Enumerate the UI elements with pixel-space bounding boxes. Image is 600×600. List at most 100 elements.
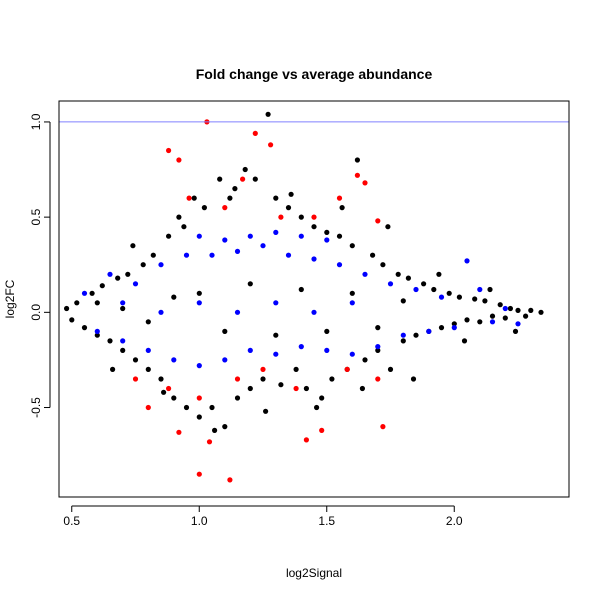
data-point bbox=[201, 205, 207, 211]
data-point bbox=[260, 376, 266, 382]
data-point bbox=[497, 302, 503, 308]
x-tick-label: 0.5 bbox=[63, 514, 80, 528]
data-point bbox=[234, 248, 241, 254]
data-point bbox=[336, 233, 343, 239]
data-point bbox=[298, 344, 304, 350]
data-point bbox=[515, 321, 521, 327]
data-point bbox=[176, 157, 182, 163]
data-point bbox=[293, 366, 299, 372]
data-point bbox=[362, 271, 368, 277]
data-point bbox=[209, 252, 215, 258]
data-point bbox=[268, 142, 274, 148]
data-point bbox=[273, 332, 279, 338]
data-point bbox=[477, 286, 483, 293]
data-point bbox=[482, 298, 488, 304]
chart-title: Fold change vs average abundance bbox=[196, 66, 433, 82]
data-point bbox=[293, 385, 299, 392]
data-point bbox=[410, 376, 417, 382]
data-point bbox=[395, 271, 401, 277]
data-point bbox=[354, 157, 360, 163]
data-point bbox=[380, 424, 386, 430]
data-point bbox=[89, 290, 95, 296]
data-point bbox=[400, 298, 406, 304]
data-point bbox=[222, 205, 228, 211]
data-point bbox=[120, 300, 126, 306]
data-point bbox=[247, 347, 253, 353]
data-point bbox=[438, 325, 445, 331]
data-point bbox=[206, 439, 213, 445]
data-point bbox=[222, 237, 228, 243]
data-point bbox=[413, 286, 419, 293]
data-point bbox=[120, 305, 126, 312]
data-point bbox=[273, 229, 279, 235]
data-point bbox=[247, 281, 253, 287]
data-point bbox=[120, 338, 126, 344]
data-point bbox=[344, 366, 350, 372]
data-point bbox=[209, 404, 215, 411]
data-point bbox=[191, 195, 197, 201]
data-point bbox=[145, 366, 151, 372]
y-tick-label: 0.5 bbox=[29, 208, 43, 225]
data-point bbox=[222, 357, 228, 363]
data-point bbox=[196, 300, 202, 306]
data-point bbox=[436, 271, 442, 277]
data-point bbox=[489, 313, 496, 319]
data-point bbox=[329, 376, 335, 382]
data-point bbox=[288, 191, 294, 197]
data-point bbox=[285, 205, 292, 211]
data-point bbox=[212, 427, 218, 433]
data-point bbox=[150, 252, 156, 258]
data-point bbox=[523, 313, 529, 319]
data-point bbox=[421, 281, 427, 287]
data-point bbox=[252, 176, 258, 182]
data-point bbox=[405, 275, 411, 281]
data-point bbox=[487, 286, 493, 293]
data-point bbox=[512, 328, 519, 334]
data-point bbox=[260, 366, 266, 372]
data-point bbox=[538, 309, 544, 315]
data-point bbox=[273, 351, 279, 357]
data-point bbox=[273, 300, 279, 306]
data-point bbox=[171, 357, 177, 363]
data-point bbox=[375, 344, 381, 350]
data-point bbox=[247, 233, 253, 239]
data-point bbox=[456, 294, 462, 300]
data-point bbox=[183, 252, 190, 258]
data-point bbox=[196, 395, 202, 401]
x-tick-label: 1.0 bbox=[191, 514, 208, 528]
data-point bbox=[298, 286, 304, 293]
data-point bbox=[324, 229, 330, 235]
data-point bbox=[362, 357, 368, 363]
data-point bbox=[303, 385, 309, 392]
data-point bbox=[336, 195, 343, 201]
data-point bbox=[451, 325, 457, 331]
data-point bbox=[298, 233, 304, 239]
data-point bbox=[120, 347, 126, 353]
data-point bbox=[186, 195, 192, 201]
data-point bbox=[324, 347, 330, 353]
data-point bbox=[183, 404, 190, 411]
data-point bbox=[132, 357, 139, 363]
y-axis: -0.5 0.0 0.5 1.0 bbox=[29, 113, 51, 418]
data-point bbox=[196, 233, 202, 239]
data-point bbox=[115, 275, 121, 281]
data-point bbox=[110, 366, 116, 372]
data-point bbox=[489, 319, 496, 325]
data-point bbox=[222, 424, 228, 430]
data-point bbox=[94, 300, 100, 306]
data-point bbox=[161, 389, 167, 395]
data-point bbox=[413, 332, 419, 338]
x-axis: 0.5 1.0 1.5 2.0 bbox=[63, 505, 463, 528]
data-point bbox=[81, 290, 88, 296]
data-point bbox=[464, 258, 470, 264]
data-point bbox=[319, 427, 325, 433]
y-axis-label: log2FC bbox=[3, 279, 17, 318]
data-point bbox=[472, 296, 478, 302]
y-tick-label: 0.0 bbox=[29, 304, 43, 321]
data-points bbox=[64, 111, 544, 483]
data-point bbox=[181, 224, 187, 230]
data-point bbox=[370, 252, 376, 258]
data-point bbox=[375, 347, 381, 353]
data-point bbox=[528, 307, 534, 313]
